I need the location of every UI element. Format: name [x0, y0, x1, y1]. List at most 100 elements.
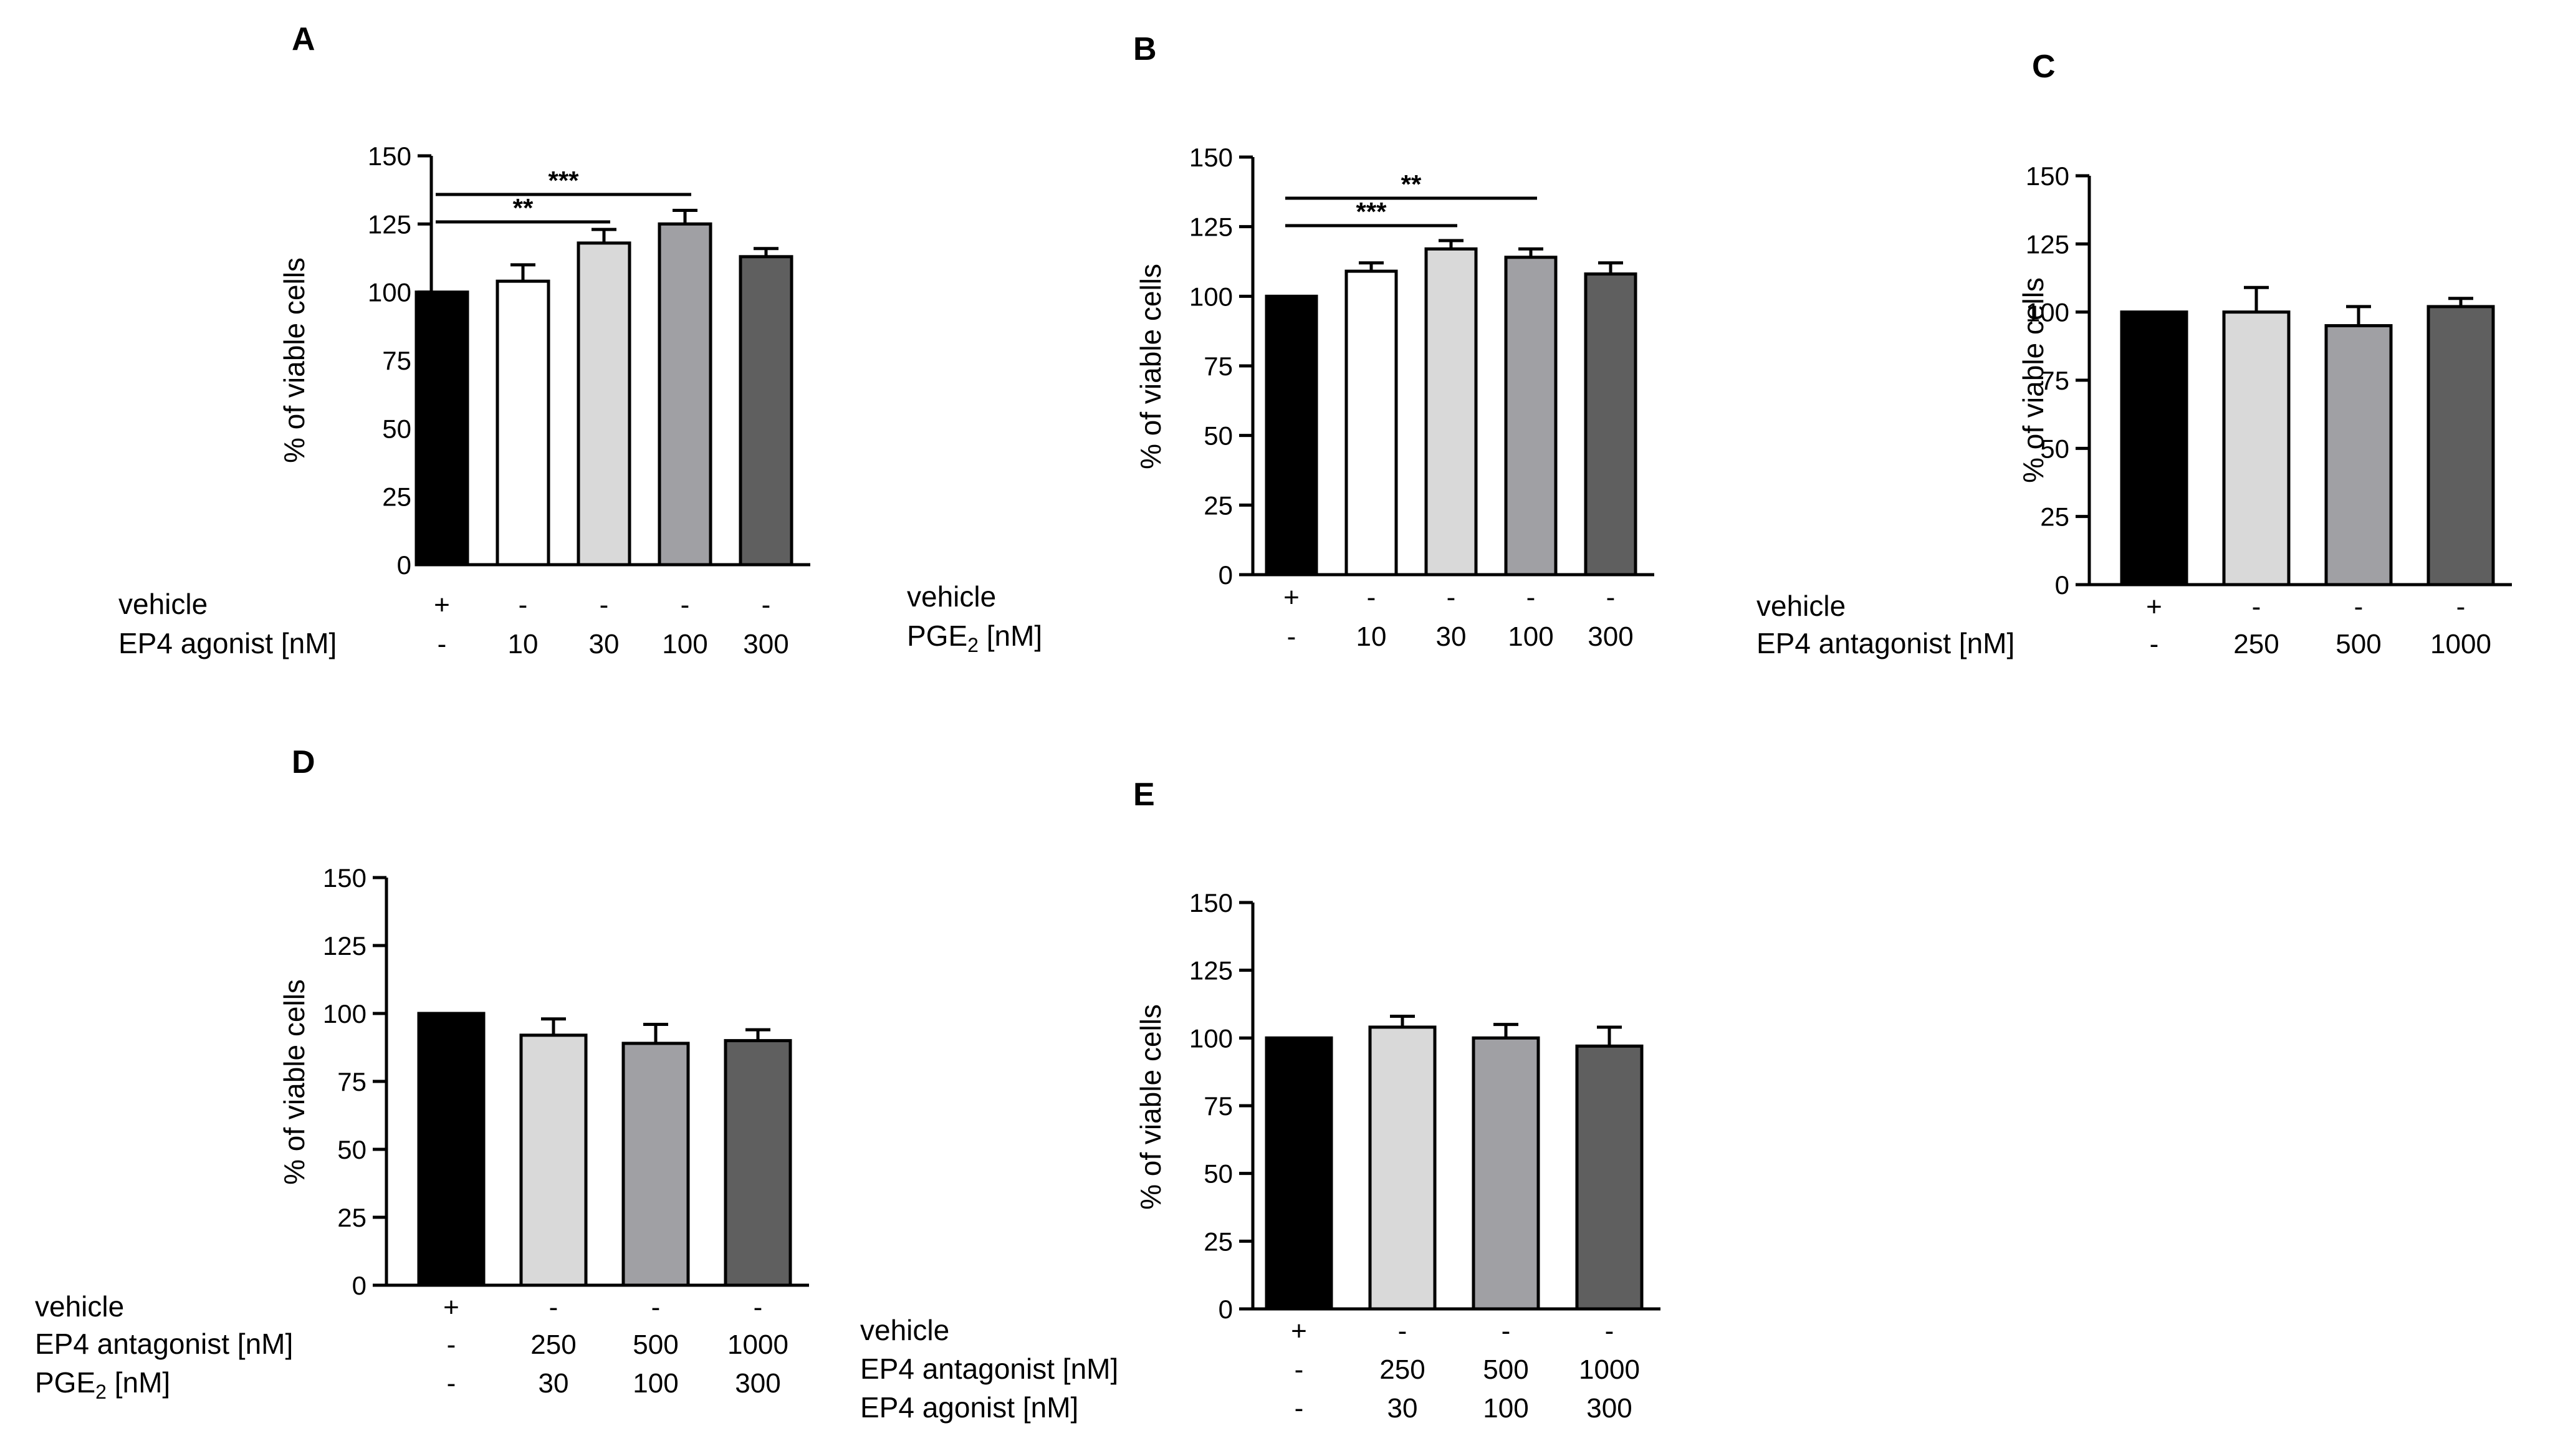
panel-letter: C	[2032, 49, 2056, 85]
panel-letter: A	[292, 21, 315, 57]
y-tick-label: 100	[323, 999, 366, 1028]
bar	[519, 1033, 588, 1287]
treatment-value: 250	[2233, 629, 2279, 659]
significance-label: **	[1401, 170, 1422, 199]
bar	[1344, 269, 1398, 577]
panel-c: C 0 25 50 75 100 125 150 % of viable cells vehicl…	[1756, 49, 2512, 659]
significance-label: **	[513, 193, 534, 223]
bar	[724, 1039, 792, 1287]
treatment-value: 300	[1586, 1393, 1632, 1424]
y-tick-label: 125	[1189, 956, 1233, 985]
treatment-value: 100	[662, 629, 707, 659]
y-tick-label: 50	[337, 1135, 366, 1164]
y-tick-label: 50	[2040, 434, 2069, 463]
bar	[577, 241, 631, 567]
y-tick-label: 150	[1189, 888, 1233, 917]
bar	[1265, 1036, 1333, 1311]
bar	[2324, 324, 2393, 587]
significance-label: ***	[548, 166, 579, 195]
bar	[1504, 256, 1558, 577]
treatment-value: 300	[735, 1368, 780, 1399]
significance-label: ***	[1356, 197, 1387, 226]
treatment-value: 1000	[1579, 1354, 1640, 1385]
treatment-value: -	[1606, 582, 1616, 613]
treatment-value: -	[1367, 582, 1376, 613]
panel-d: D 0 25 50 75 100 125 150 % of viable cells vehicl…	[35, 744, 809, 1403]
y-tick-label: 25	[2040, 502, 2069, 532]
bar	[2426, 305, 2495, 587]
treatment-value: -	[2456, 592, 2466, 622]
treatment-value: +	[443, 1292, 459, 1323]
bar	[417, 1012, 486, 1287]
treatment-value: 100	[1483, 1393, 1528, 1424]
treatment-value: -	[651, 1292, 661, 1323]
treatment-value: -	[762, 590, 771, 620]
treatment-value: -	[519, 590, 528, 620]
panel-e: E 0 25 50 75 100 125 150 % of viable cells vehicl…	[860, 777, 1660, 1424]
treatment-value: -	[1447, 582, 1456, 613]
bar	[1472, 1036, 1540, 1311]
treatment-row-label: EP4 antagonist [nM]	[1756, 627, 2014, 659]
treatment-value: -	[1526, 582, 1536, 613]
treatment-value: 500	[2335, 629, 2381, 659]
treatment-row-label: vehicle	[860, 1314, 949, 1346]
treatment-value: 10	[1356, 621, 1387, 652]
treatment-value: 300	[1588, 621, 1633, 652]
treatment-row-label: EP4 antagonist [nM]	[35, 1328, 293, 1360]
treatment-row-label: vehicle	[35, 1290, 124, 1323]
y-tick-label: 75	[1204, 1091, 1233, 1121]
y-tick-label: 150	[368, 141, 411, 171]
y-axis-label: % of viable cells	[2017, 277, 2049, 483]
y-tick-label: 0	[1219, 1295, 1233, 1324]
y-tick-label: 125	[368, 209, 411, 239]
treatment-value: +	[2146, 592, 2162, 622]
treatment-value: 30	[1436, 621, 1467, 652]
bar	[658, 222, 712, 567]
y-tick-label: 75	[382, 346, 411, 375]
y-tick-label: 150	[323, 863, 366, 893]
y-tick-label: 100	[368, 278, 411, 307]
y-axis-label: % of viable cells	[278, 257, 310, 463]
y-tick-label: 75	[2040, 366, 2069, 395]
y-tick-label: 0	[397, 550, 411, 580]
treatment-row-label: vehicle	[118, 588, 208, 620]
treatment-value: -	[1287, 621, 1296, 652]
treatment-value: -	[549, 1292, 558, 1323]
y-tick-label: 0	[2055, 570, 2069, 600]
panel-letter: E	[1133, 777, 1155, 813]
y-axis-label: % of viable cells	[278, 979, 310, 1185]
y-tick-label: 100	[2026, 298, 2069, 327]
treatment-row-label: PGE2 [nM]	[35, 1366, 170, 1403]
y-axis-label: % of viable cells	[1134, 264, 1167, 469]
treatment-value: -	[438, 629, 447, 659]
y-tick-label: 125	[323, 931, 366, 960]
treatment-value: -	[1605, 1316, 1614, 1346]
treatment-value: -	[754, 1292, 763, 1323]
treatment-value: 1000	[2430, 629, 2491, 659]
treatment-row-label: EP4 agonist [nM]	[118, 627, 337, 659]
treatment-value: 10	[508, 629, 539, 659]
treatment-value: -	[447, 1329, 456, 1360]
y-tick-label: 150	[1189, 143, 1233, 172]
bar	[2120, 310, 2188, 587]
treatment-value: 300	[743, 629, 788, 659]
treatment-value: -	[2252, 592, 2261, 622]
y-tick-label: 0	[352, 1271, 366, 1300]
treatment-value: 30	[589, 629, 620, 659]
y-tick-label: 125	[2026, 229, 2069, 259]
y-tick-label: 125	[1189, 213, 1233, 242]
y-tick-label: 25	[1204, 1227, 1233, 1256]
y-tick-label: 150	[2026, 161, 2069, 191]
treatment-value: +	[1291, 1316, 1307, 1346]
y-tick-label: 100	[1189, 282, 1233, 311]
treatment-value: 250	[1379, 1354, 1425, 1385]
treatment-value: +	[434, 590, 450, 620]
treatment-value: -	[1398, 1316, 1407, 1346]
y-tick-label: 50	[1204, 421, 1233, 451]
treatment-value: -	[2354, 592, 2364, 622]
treatment-row-label: EP4 antagonist [nM]	[860, 1353, 1118, 1385]
bar	[1584, 272, 1637, 577]
treatment-value: +	[1283, 582, 1300, 613]
panel-letter: B	[1133, 31, 1157, 67]
